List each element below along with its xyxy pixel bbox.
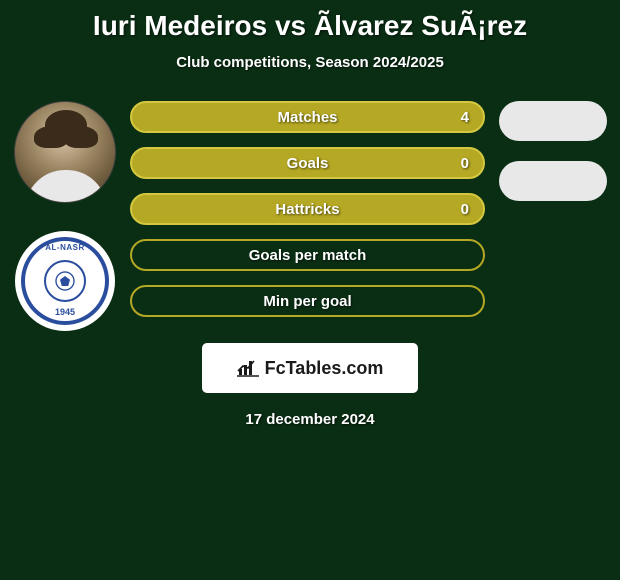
stat-bar-min-per-goal: Min per goal: [130, 285, 485, 317]
source-logo[interactable]: FcTables.com: [202, 343, 418, 393]
player-photo: [14, 101, 116, 203]
comparison-content: AL-NASR 1945 Matches 4 Goals 0 Hattricks…: [0, 101, 620, 331]
opponent-pill: [499, 161, 607, 201]
stat-bar-hattricks: Hattricks 0: [130, 193, 485, 225]
stat-value: 0: [461, 201, 469, 218]
page-title: Iuri Medeiros vs Ãlvarez SuÃ¡rez: [93, 10, 527, 42]
club-badge-name: AL-NASR: [45, 243, 85, 252]
stat-bar-matches: Matches 4: [130, 101, 485, 133]
opponent-pill: [499, 101, 607, 141]
club-badge-ball-icon: [44, 260, 86, 302]
stat-bar-goals-per-match: Goals per match: [130, 239, 485, 271]
club-badge: AL-NASR 1945: [15, 231, 115, 331]
page-subtitle: Club competitions, Season 2024/2025: [176, 54, 444, 71]
stat-label: Goals: [132, 155, 483, 172]
left-column: AL-NASR 1945: [0, 101, 130, 331]
bar-chart-icon: [237, 359, 259, 377]
date-label: 17 december 2024: [245, 411, 374, 428]
club-badge-year: 1945: [55, 307, 75, 317]
stat-value: 4: [461, 109, 469, 126]
right-column: [485, 101, 620, 201]
stats-bars: Matches 4 Goals 0 Hattricks 0 Goals per …: [130, 101, 485, 317]
stat-value: 0: [461, 155, 469, 172]
stat-label: Min per goal: [132, 293, 483, 310]
stat-label: Goals per match: [132, 247, 483, 264]
source-logo-text: FcTables.com: [265, 358, 384, 379]
stat-bar-goals: Goals 0: [130, 147, 485, 179]
stat-label: Hattricks: [132, 201, 483, 218]
stat-label: Matches: [132, 109, 483, 126]
